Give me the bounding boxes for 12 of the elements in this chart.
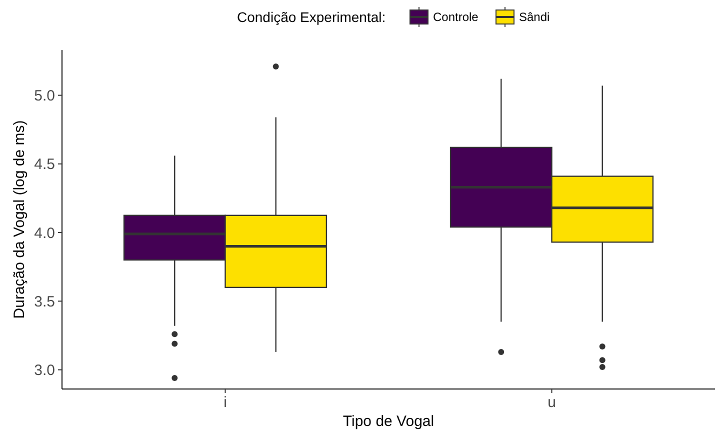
y-tick-label: 5.0 [34,88,55,105]
y-tick-label: 3.0 [34,362,55,380]
y-tick-label: 4.5 [34,156,55,174]
x-axis-title: Tipo de Vogal [342,413,434,430]
x-tick-label: i [224,394,227,411]
x-tick-label: u [548,394,556,411]
y-tick-label: 4.0 [34,224,55,242]
y-axis-title: Duração da Vogal (log de ms) [11,120,28,319]
legend-label: Sândi [519,10,550,24]
y-tick-label: 3.5 [34,293,55,310]
legend-label: Controle [433,10,479,24]
legend-title: Condição Experimental: [237,8,386,25]
